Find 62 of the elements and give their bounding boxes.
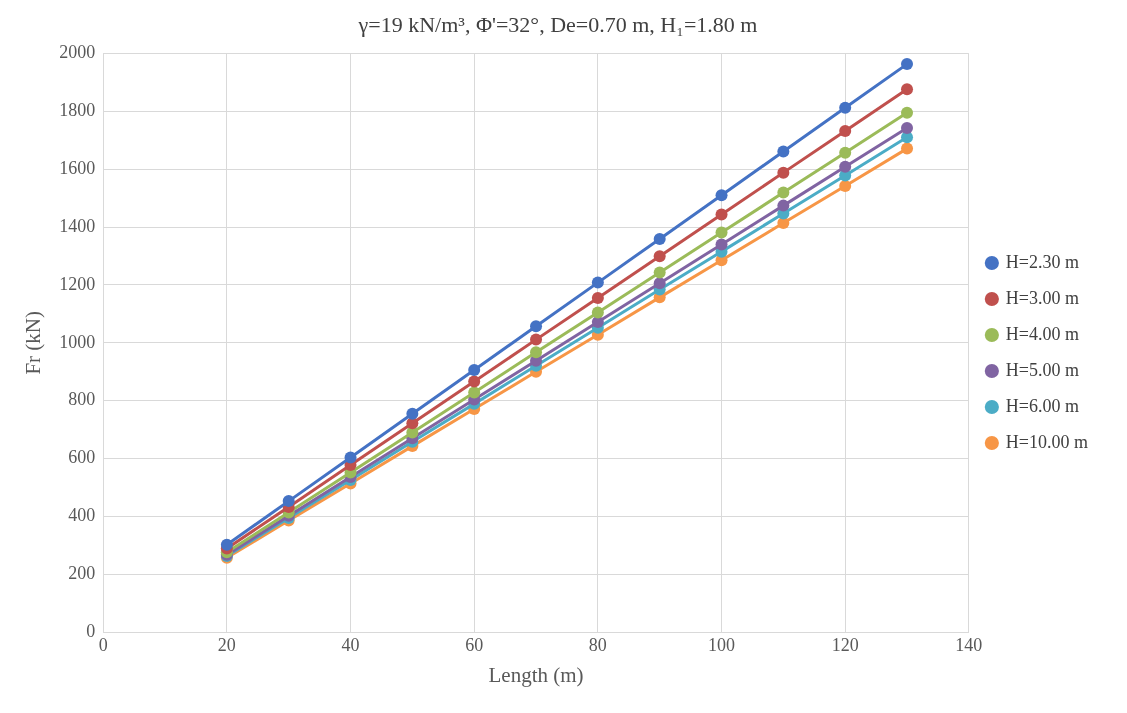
y-tick-label: 600 — [68, 447, 96, 468]
point — [530, 333, 543, 346]
point — [653, 277, 666, 290]
point — [839, 179, 852, 192]
point — [591, 291, 604, 304]
point — [901, 106, 914, 119]
point — [901, 122, 914, 135]
point — [468, 375, 481, 388]
point — [591, 306, 604, 319]
x-tick-label: 40 — [341, 634, 360, 655]
point — [901, 83, 914, 96]
point — [839, 101, 852, 114]
x-tick-label: 60 — [465, 634, 484, 655]
point — [653, 250, 666, 263]
y-tick-label: 1600 — [59, 157, 96, 178]
y-tick-label: 0 — [86, 620, 96, 641]
chart-title: γ=19 kN/m³, Φ'=32°, De=0.70 m, H₁=1.80 m — [357, 11, 758, 37]
point — [777, 166, 790, 179]
x-tick-label: 140 — [955, 634, 983, 655]
point — [468, 386, 481, 399]
point — [282, 495, 295, 508]
y-tick-label: 1000 — [59, 331, 96, 352]
point — [901, 58, 914, 71]
point — [715, 226, 728, 239]
point — [653, 232, 666, 245]
y-axis-title: Fr (kN) — [21, 311, 46, 375]
legend-label: H=4.00 m — [1005, 323, 1079, 344]
legend-label: H=10.00 m — [1005, 431, 1088, 452]
point — [839, 146, 852, 159]
legend-label: H=6.00 m — [1005, 395, 1079, 416]
point — [715, 238, 728, 251]
point — [344, 451, 357, 464]
point — [653, 266, 666, 279]
point — [530, 346, 543, 359]
point — [901, 142, 914, 155]
point — [468, 364, 481, 376]
x-tick-label: 120 — [831, 634, 859, 655]
legend-label: H=5.00 m — [1005, 359, 1079, 380]
point — [591, 276, 604, 289]
legend-label: H=3.00 m — [1005, 287, 1079, 308]
y-tick-label: 800 — [68, 389, 96, 410]
x-tick-label: 80 — [588, 634, 607, 655]
y-tick-label: 200 — [68, 563, 96, 584]
point — [777, 199, 790, 212]
x-tick-label: 20 — [217, 634, 236, 655]
x-axis-title: Length (m) — [488, 662, 584, 687]
point — [777, 145, 790, 158]
point — [406, 407, 419, 420]
y-tick-label: 2000 — [59, 42, 96, 63]
point — [839, 124, 852, 137]
y-tick-label: 400 — [68, 505, 96, 526]
y-tick-label: 1400 — [59, 215, 96, 236]
legend-label: H=2.30 m — [1005, 251, 1079, 272]
y-tick-label: 1800 — [59, 100, 96, 121]
point — [220, 538, 233, 551]
point — [777, 186, 790, 199]
point — [715, 208, 728, 221]
point — [715, 189, 728, 202]
point — [530, 320, 543, 333]
x-tick-label: 100 — [708, 634, 736, 655]
y-tick-label: 1200 — [59, 273, 96, 294]
point — [839, 160, 852, 173]
